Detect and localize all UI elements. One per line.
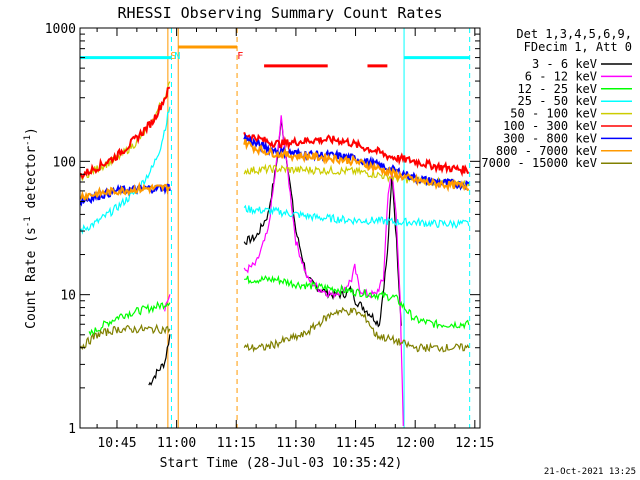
- series-line-7-seg-1: [243, 138, 470, 193]
- series-line-2-seg-0: [88, 300, 171, 337]
- plot-area: [79, 27, 481, 429]
- series-line-5-seg-1: [243, 131, 470, 177]
- series-line-7-seg-0: [80, 181, 171, 202]
- x-tick-label-3: 11:30: [276, 436, 315, 451]
- x-tick-label-0: 10:45: [97, 436, 136, 451]
- axes: 10:45 11:00 11:15 11:30 11:45 12:00 12:15 1 10 10…: [45, 22, 495, 451]
- legend-label-2: 12 - 25 keV: [518, 82, 597, 96]
- series-line-0-seg-1: [243, 119, 402, 328]
- x-tick-label-1: 11:00: [157, 436, 196, 451]
- legend-label-0: 3 - 6 keV: [532, 57, 597, 71]
- flag-bars: [80, 45, 470, 68]
- flag-label-1: N: [174, 51, 180, 62]
- y-label-sup-1: -1: [23, 216, 33, 227]
- x-tick-label-6: 12:15: [455, 436, 494, 451]
- legend-label-8: 7000 - 15000 keV: [481, 156, 597, 170]
- x-axis-label: Start Time (28-Jul-03 10:35:42): [160, 456, 403, 471]
- series-line-8-seg-1: [243, 306, 470, 353]
- legend-label-6: 300 - 800 keV: [503, 131, 597, 145]
- legend-label-1: 6 - 12 keV: [525, 69, 597, 83]
- series-line-1-seg-0: [164, 294, 171, 312]
- series-line-1-seg-1: [243, 115, 404, 427]
- legend-label-5: 100 - 300 keV: [503, 119, 597, 133]
- series-line-0-seg-0: [148, 334, 171, 386]
- plot-frame: [79, 27, 481, 429]
- series-line-4-seg-1: [243, 163, 470, 191]
- series-layer: [80, 81, 470, 427]
- legend-label-4: 50 - 100 keV: [510, 107, 597, 121]
- y-label-main: Count Rate (s: [24, 227, 39, 329]
- x-tick-label-5: 12:00: [396, 436, 435, 451]
- mode-markers: [80, 28, 471, 428]
- y-tick-label-2: 100: [53, 155, 76, 170]
- timestamp: 21-Oct-2021 13:25: [544, 467, 636, 477]
- flag-label-0: S: [170, 51, 176, 62]
- series-line-2-seg-1: [244, 274, 470, 330]
- legend-label-3: 25 - 50 keV: [518, 94, 597, 108]
- y-tick-label-0: 1: [68, 422, 76, 437]
- legend-header-line-1: Det 1,3,4,5,6,9,: [516, 27, 632, 41]
- flag-labels: SN F: [170, 51, 243, 62]
- series-line-3-seg-0: [80, 106, 171, 235]
- legend: Det 1,3,4,5,6,9, FDecim 1, Att 0 3 - 6 k…: [481, 27, 632, 170]
- y-tick-label-3: 1000: [45, 22, 76, 37]
- x-tick-label-2: 11:15: [217, 436, 256, 451]
- y-axis-label: Count Rate (s-1 detector-1): [23, 127, 39, 329]
- y-label-end: ): [24, 127, 39, 135]
- y-label-mid: detector: [24, 146, 39, 217]
- series-line-4-seg-0: [80, 81, 171, 181]
- flag-label-2: F: [237, 51, 243, 62]
- chart-title: RHESSI Observing Summary Count Rates: [117, 4, 442, 22]
- series-line-3-seg-1: [243, 204, 470, 230]
- legend-label-7: 800 - 7000 keV: [496, 144, 597, 158]
- series-line-8-seg-0: [80, 323, 171, 351]
- series-line-5-seg-0: [80, 86, 171, 180]
- y-label-sup-2: -1: [23, 135, 33, 146]
- y-tick-label-1: 10: [60, 289, 76, 304]
- legend-header-line-2: FDecim 1, Att 0: [524, 40, 632, 54]
- x-tick-label-4: 11:45: [336, 436, 375, 451]
